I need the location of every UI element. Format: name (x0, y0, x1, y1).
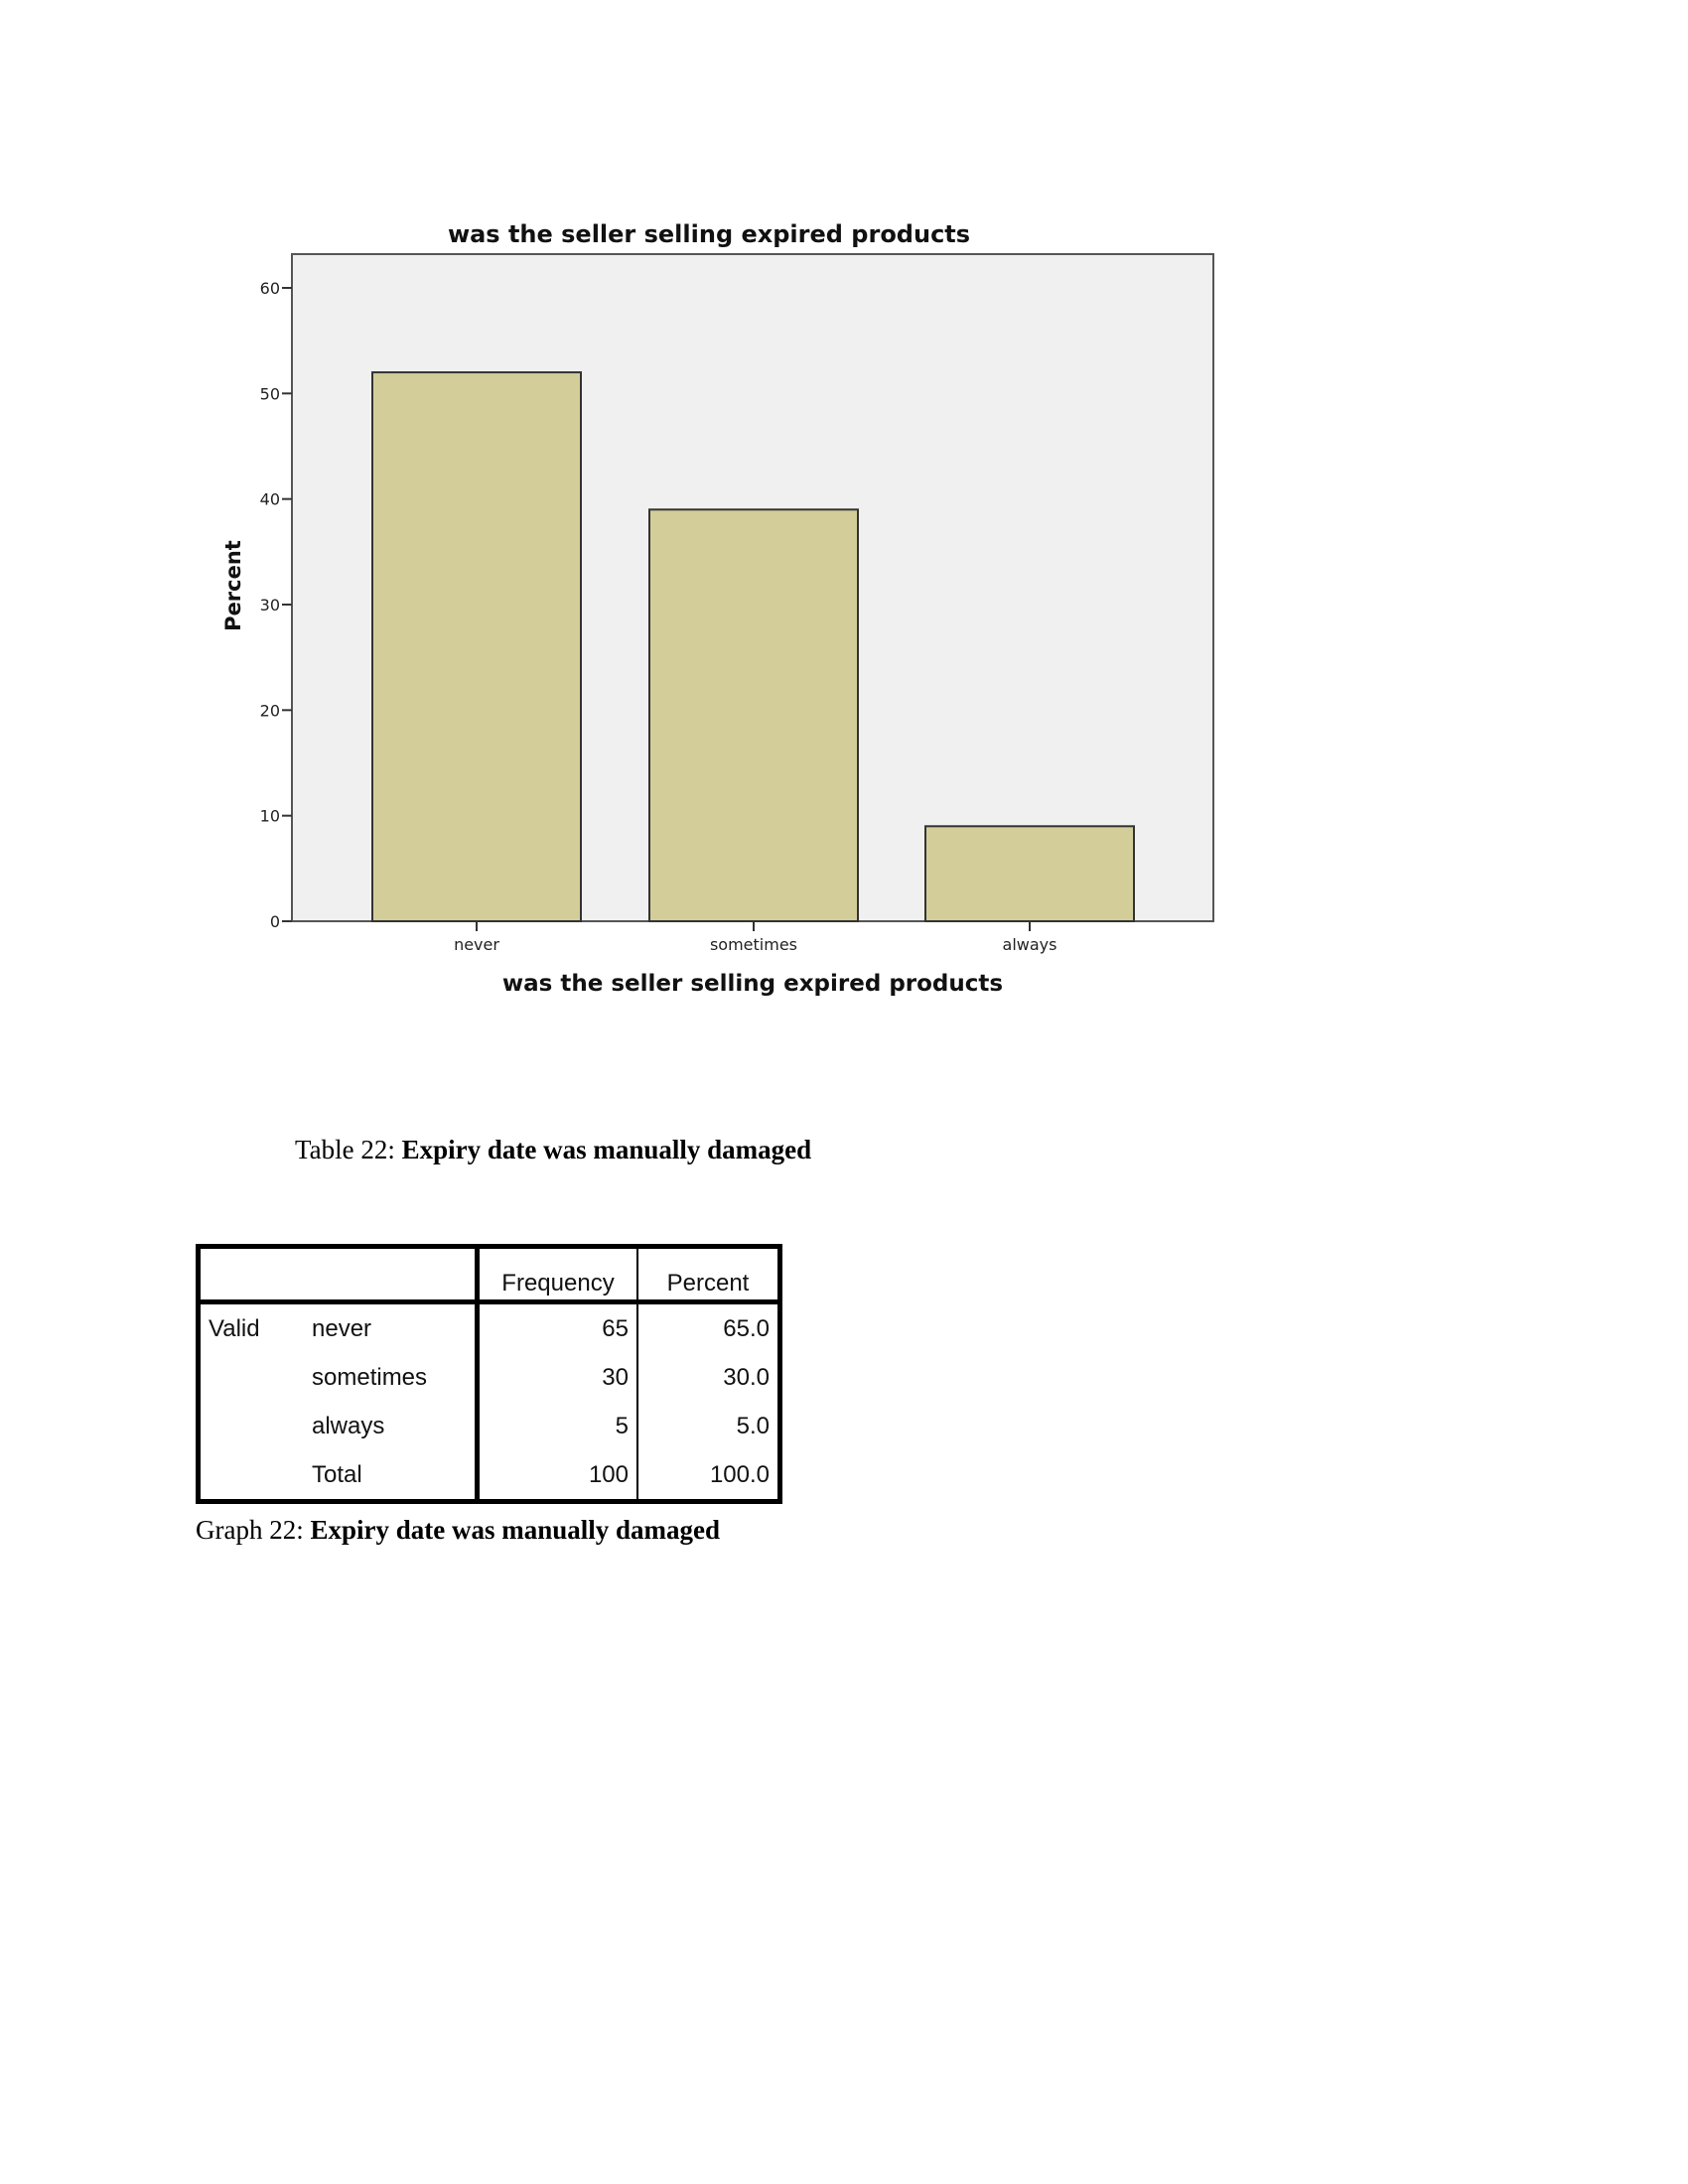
graph-caption-title: Expiry date was manually damaged (310, 1515, 721, 1545)
header-frequency: Frequency (477, 1246, 638, 1304)
header-percent: Percent (637, 1246, 780, 1304)
graph-caption-prefix: Graph 22: (196, 1515, 304, 1545)
graph-caption: Graph 22: Expiry date was manually damag… (196, 1515, 720, 1546)
table-cell: 65.0 (723, 1314, 770, 1342)
y-tick-label: 50 (260, 384, 280, 403)
table-cell: Valid (209, 1314, 260, 1342)
table-cell: sometimes (304, 1353, 480, 1402)
x-tick-label: sometimes (710, 935, 797, 954)
y-tick-label: 10 (260, 807, 280, 826)
table-cell: 30.0 (723, 1363, 770, 1391)
table-cell: always (304, 1402, 480, 1450)
y-tick-label: 20 (260, 701, 280, 720)
table-cell: 65 (477, 1301, 638, 1353)
frequency-table: Frequency Percent Valid never 65 65.0 someti… (196, 1244, 782, 1504)
bar-chart: was the seller selling expired products … (221, 220, 1214, 997)
header-cell (304, 1246, 480, 1304)
table-row: always 5 5.0 (199, 1402, 780, 1450)
y-tick-label: 30 (260, 596, 280, 614)
table-cell: 30 (477, 1353, 638, 1402)
x-tick-label: always (1003, 935, 1057, 954)
y-tick-label: 60 (260, 279, 280, 298)
bars (371, 371, 1135, 923)
bar-never (371, 371, 582, 923)
table-cell: 100 (477, 1450, 638, 1502)
table-row: Total 100 100.0 (199, 1450, 780, 1502)
table-row: Valid never 65 65.0 (199, 1301, 780, 1353)
header-cell (198, 1246, 304, 1304)
table-caption: Table 22: Expiry date was manually damag… (295, 1135, 811, 1165)
table-caption-title: Expiry date was manually damaged (401, 1135, 812, 1164)
bar-always (924, 825, 1135, 922)
table-cell: 5.0 (736, 1412, 770, 1439)
y-axis-label: Percent (221, 540, 245, 631)
table-cell: 100.0 (709, 1460, 770, 1488)
y-tick-label: 0 (270, 912, 280, 931)
x-axis: never sometimes always (454, 921, 1056, 954)
table-cell: never (304, 1301, 480, 1353)
x-tick-label: never (454, 935, 499, 954)
table-row: sometimes 30 30.0 (199, 1353, 780, 1402)
x-axis-label: was the seller selling expired products (502, 971, 1003, 997)
table-cell: Total (304, 1450, 480, 1502)
y-tick-label: 40 (260, 490, 280, 509)
bar-sometimes (648, 508, 859, 922)
table-cell (199, 1353, 305, 1402)
table-cell (199, 1450, 305, 1502)
table-header-row: Frequency Percent (198, 1246, 780, 1304)
table-caption-prefix: Table 22: (295, 1135, 395, 1164)
table-cell: 5 (477, 1402, 638, 1450)
y-axis: 0 10 20 30 40 50 60 (260, 279, 292, 931)
chart-title: was the seller selling expired products (448, 220, 970, 248)
table-cell (199, 1402, 305, 1450)
